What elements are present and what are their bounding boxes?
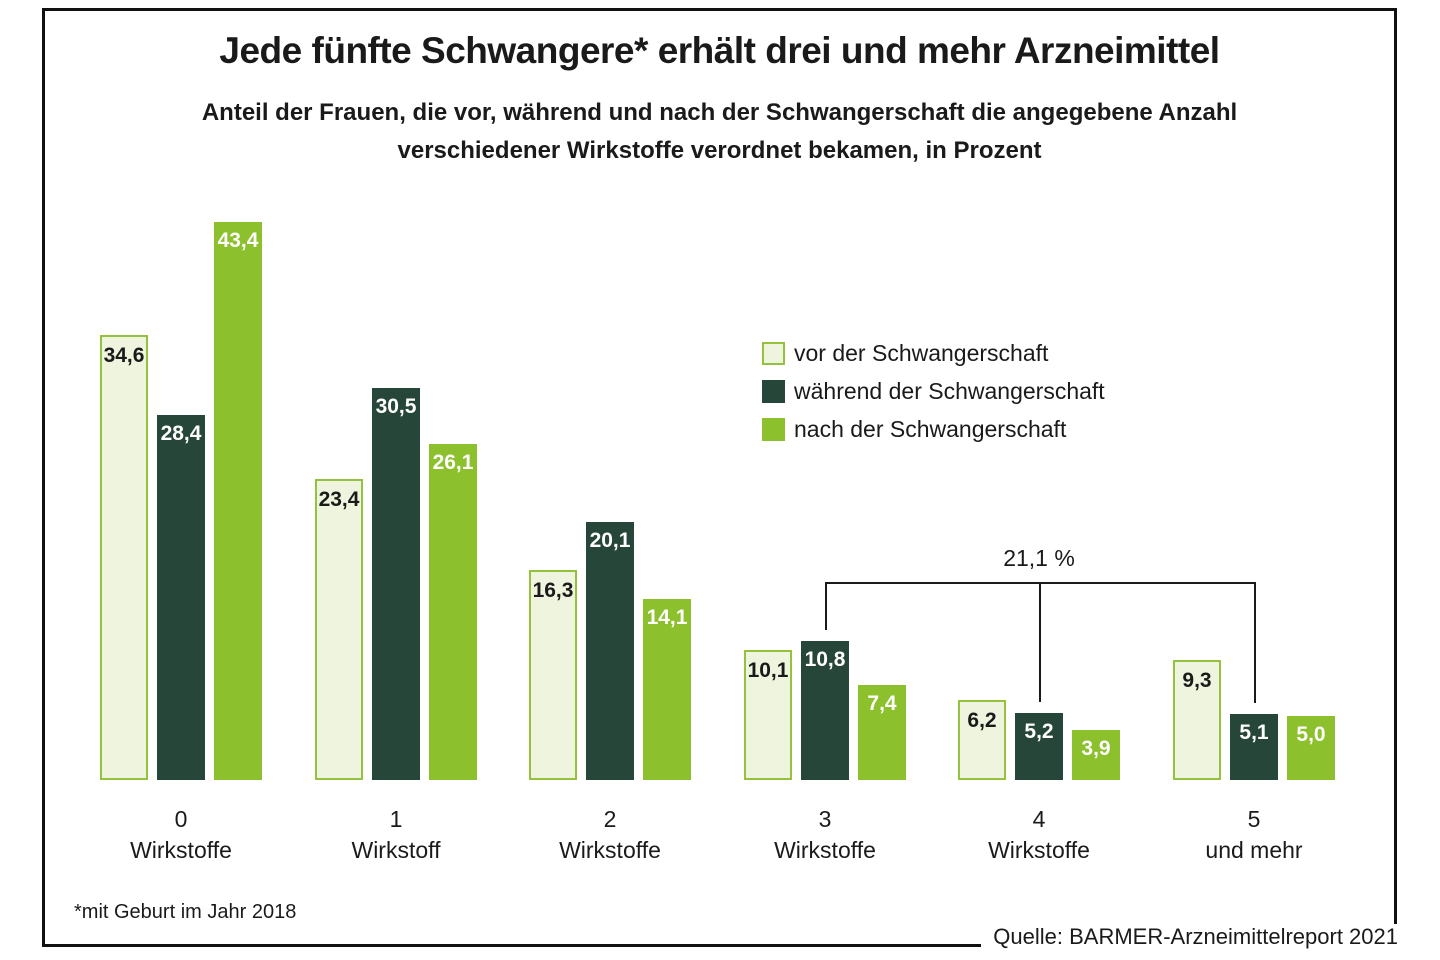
source-credit: Quelle: BARMER-Arzneimittelreport 2021 xyxy=(981,924,1404,956)
legend-item-nach: nach der Schwangerschaft xyxy=(762,410,1105,448)
legend-label-waehrend: während der Schwangerschaft xyxy=(794,377,1105,404)
bar-vor-der-schwangerschaft-group-5: 9,3 xyxy=(1173,660,1221,780)
bar-value-label: 7,4 xyxy=(867,692,897,715)
bracket-tick-3 xyxy=(825,582,827,630)
bar-waehrend-der-schwangerschaft-group-1: 30,5 xyxy=(372,388,420,780)
legend-swatch-nach-icon xyxy=(762,417,785,441)
bar-waehrend-der-schwangerschaft-group-3: 10,8 xyxy=(801,641,849,780)
bar-waehrend-der-schwangerschaft-group-5: 5,1 xyxy=(1230,714,1278,780)
legend-item-waehrend: während der Schwangerschaft xyxy=(762,372,1105,410)
bar-nach-der-schwangerschaft-group-4: 3,9 xyxy=(1072,730,1120,780)
bar-vor-der-schwangerschaft-group-1: 23,4 xyxy=(315,479,363,780)
chart-frame xyxy=(42,8,1397,947)
legend-item-vor: vor der Schwangerschaft xyxy=(762,334,1105,372)
bar-value-label: 5,2 xyxy=(1024,720,1054,743)
bar-vor-der-schwangerschaft-group-0: 34,6 xyxy=(100,335,148,780)
bar-value-label: 3,9 xyxy=(1081,737,1111,760)
x-axis-label-line: Wirkstoffe xyxy=(130,837,232,863)
bar-value-label: 30,5 xyxy=(375,395,417,418)
bar-vor-der-schwangerschaft-group-4: 6,2 xyxy=(958,700,1006,780)
bar-value-label: 16,3 xyxy=(532,579,574,602)
legend-swatch-waehrend-icon xyxy=(762,379,785,403)
bar-waehrend-der-schwangerschaft-group-0: 28,4 xyxy=(157,415,205,780)
footnote: *mit Geburt im Jahr 2018 xyxy=(74,901,297,923)
bar-value-label: 34,6 xyxy=(103,344,145,367)
bar-waehrend-der-schwangerschaft-group-4: 5,2 xyxy=(1015,713,1063,780)
bar-nach-der-schwangerschaft-group-0: 43,4 xyxy=(214,222,262,780)
x-axis-label-5: 5 und mehr xyxy=(1174,804,1334,866)
subtitle-line-1: Anteil der Frauen, die vor, während und … xyxy=(201,99,1238,126)
bar-value-label: 10,1 xyxy=(747,659,789,682)
x-axis-label-line: 3 xyxy=(818,806,832,832)
bar-nach-der-schwangerschaft-group-3: 7,4 xyxy=(858,685,906,780)
bracket-label: 21,1 % xyxy=(1003,545,1075,571)
x-axis-label-3: 3 Wirkstoffe xyxy=(745,804,905,866)
x-axis-label-line: 1 xyxy=(389,806,403,832)
x-axis-label-line: Wirkstoff xyxy=(351,837,441,863)
bar-value-label: 5,1 xyxy=(1239,721,1269,744)
bar-value-label: 9,3 xyxy=(1182,669,1212,692)
legend-swatch-vor-icon xyxy=(762,341,785,365)
chart-subtitle: Anteil der Frauen, die vor, während und … xyxy=(42,94,1397,170)
x-axis-label-4: 4 Wirkstoffe xyxy=(959,804,1119,866)
bar-value-label: 23,4 xyxy=(318,488,360,511)
bar-nach-der-schwangerschaft-group-5: 5,0 xyxy=(1287,716,1335,780)
x-axis-label-0: 0 Wirkstoffe xyxy=(101,804,261,866)
legend: vor der Schwangerschaft während der Schw… xyxy=(762,334,1105,448)
x-axis-label-line: 5 xyxy=(1247,806,1261,832)
legend-label-vor: vor der Schwangerschaft xyxy=(794,339,1049,366)
x-axis-label-line: 0 xyxy=(174,806,188,832)
bar-nach-der-schwangerschaft-group-1: 26,1 xyxy=(429,444,477,780)
bar-vor-der-schwangerschaft-group-3: 10,1 xyxy=(744,650,792,780)
x-axis-label-2: 2 Wirkstoffe xyxy=(530,804,690,866)
bracket-tick-5 xyxy=(1254,582,1256,703)
bar-value-label: 10,8 xyxy=(804,648,846,671)
x-axis-label-1: 1 Wirkstoff xyxy=(316,804,476,866)
x-axis-label-line: 4 xyxy=(1032,806,1046,832)
bar-vor-der-schwangerschaft-group-2: 16,3 xyxy=(529,570,577,780)
x-axis-label-line: 2 xyxy=(603,806,617,832)
x-axis-label-line: Wirkstoffe xyxy=(774,837,876,863)
bar-value-label: 43,4 xyxy=(217,229,259,252)
legend-label-nach: nach der Schwangerschaft xyxy=(794,415,1067,442)
bar-nach-der-schwangerschaft-group-2: 14,1 xyxy=(643,599,691,780)
x-axis-label-line: und mehr xyxy=(1205,837,1303,863)
bar-value-label: 6,2 xyxy=(967,709,997,732)
bar-value-label: 28,4 xyxy=(160,422,202,445)
bar-value-label: 5,0 xyxy=(1296,723,1326,746)
x-axis-label-line: Wirkstoffe xyxy=(559,837,661,863)
bar-value-label: 20,1 xyxy=(589,529,631,552)
bracket-tick-4 xyxy=(1039,582,1041,702)
x-axis-label-line: Wirkstoffe xyxy=(988,837,1090,863)
subtitle-line-2: verschiedener Wirkstoffe verordnet bekam… xyxy=(397,137,1042,164)
bar-value-label: 26,1 xyxy=(432,451,474,474)
bar-value-label: 14,1 xyxy=(646,606,688,629)
page-title: Jede fünfte Schwangere* erhält drei und … xyxy=(219,30,1220,71)
bar-waehrend-der-schwangerschaft-group-2: 20,1 xyxy=(586,522,634,780)
